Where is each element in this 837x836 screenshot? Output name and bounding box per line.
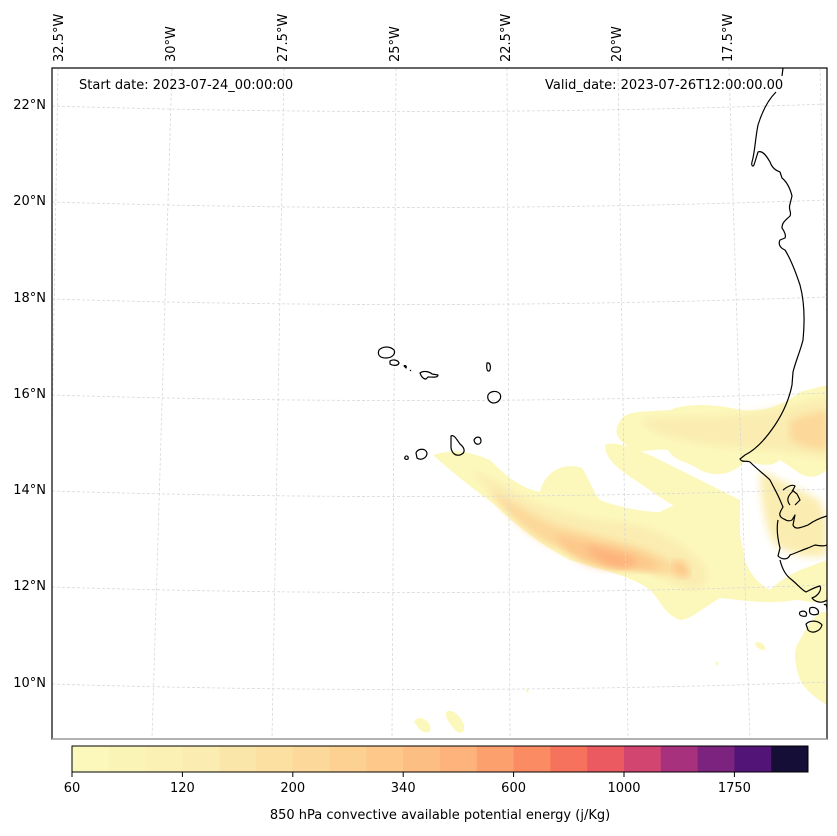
island-fogo — [415, 448, 428, 460]
colorbar-bin — [550, 746, 588, 772]
colorbar-bin — [72, 746, 110, 772]
colorbar-label: 850 hPa convective available potential e… — [269, 808, 611, 823]
meridian-gridline — [617, 68, 629, 739]
colorbar-bin — [440, 746, 478, 772]
longitude-label: 17.5°W — [721, 13, 736, 62]
colorbar-tick-label: 340 — [390, 781, 416, 796]
island-sal — [486, 362, 491, 372]
parallel-gridline — [52, 584, 827, 593]
colorbar-tick-label: 1000 — [607, 781, 641, 796]
latitude-label: 22°N — [13, 98, 46, 113]
colorbar-bin — [292, 746, 331, 772]
latitude-label: 10°N — [13, 676, 46, 691]
cape-contour-340 — [673, 559, 690, 578]
island-santo-antao — [377, 346, 396, 359]
meridian-gridline — [819, 68, 827, 344]
coastline-gambia — [776, 484, 827, 560]
parallel-gridline — [52, 488, 827, 497]
colorbar-tick-label: 600 — [501, 781, 527, 796]
gridlines — [52, 68, 827, 739]
longitude-label: 30°W — [164, 26, 179, 62]
coastline-mauritania-senegal — [739, 68, 827, 529]
colorbar-bin — [329, 746, 367, 772]
latitude-label: 20°N — [13, 194, 46, 209]
colorbar-bin — [108, 746, 147, 772]
longitude-label: 32.5°W — [52, 13, 67, 62]
coastline-guinea-bissau — [779, 559, 827, 633]
colorbar-bin — [366, 746, 404, 772]
island-santa-luzia — [403, 365, 407, 369]
latitude-label: 12°N — [13, 579, 46, 594]
meridian-gridline — [506, 68, 511, 739]
longitude-label: 25°W — [388, 26, 403, 62]
parallel-gridline — [52, 199, 827, 208]
cape-contour-60 — [445, 710, 465, 733]
colorbar-bin — [403, 746, 441, 772]
meridian-gridline — [728, 68, 751, 739]
colorbar-bin — [219, 746, 257, 772]
island-santiago — [450, 435, 465, 456]
colorbar — [71, 745, 809, 777]
cape-contour-60 — [605, 443, 740, 540]
colorbar-bin — [734, 746, 772, 772]
colorbar-bin — [697, 746, 735, 772]
colorbar-bin — [256, 746, 294, 772]
colorbar-tick-label: 1750 — [717, 781, 751, 796]
island-small — [409, 369, 412, 372]
colorbar-bin — [513, 746, 551, 772]
parallel-gridline — [52, 392, 827, 401]
coastline-dakar — [791, 489, 801, 506]
cape-contour-60 — [715, 661, 719, 666]
longitude-label: 27.5°W — [276, 13, 291, 62]
colorbar-bin — [476, 746, 515, 772]
cape-field — [414, 385, 827, 733]
cape-contour-440 — [585, 545, 636, 568]
colorbar-bin — [624, 746, 662, 772]
parallel-gridline — [52, 296, 827, 305]
latitude-label: 14°N — [13, 483, 46, 498]
cape-contour-60 — [414, 718, 431, 733]
meridian-gridline — [151, 68, 173, 739]
island-sao-vicente — [389, 359, 400, 366]
cape-contours — [414, 385, 827, 733]
start-date-annotation: Start date: 2023-07-24_00:00:00 — [79, 78, 294, 93]
colorbar-bin — [660, 746, 699, 772]
coastlines — [377, 68, 827, 633]
cape-contour-60 — [525, 689, 529, 693]
longitude-label: 22.5°W — [499, 13, 514, 62]
colorbar-bin — [771, 746, 809, 772]
meridian-gridline — [271, 68, 285, 739]
island-brava — [404, 455, 409, 460]
map-frame — [51, 67, 828, 740]
cape-contour-60 — [755, 642, 766, 650]
latitude-label: 16°N — [13, 387, 46, 402]
colorbar-bin — [587, 746, 625, 772]
valid-date-annotation: Valid_date: 2023-07-26T12:00:00.00 — [545, 78, 784, 93]
cape-contour-200 — [790, 410, 827, 450]
colorbar-tick-label: 120 — [169, 781, 195, 796]
colorbar-bin — [182, 746, 220, 772]
cape-contour-120 — [640, 395, 827, 460]
colorbar-tick-label: 200 — [280, 781, 306, 796]
parallel-gridline — [52, 681, 827, 690]
cape-contour-120 — [760, 470, 827, 557]
colorbar-frame — [71, 745, 809, 773]
colorbar-tick-label: 60 — [63, 781, 81, 796]
island-sao-nicolau — [419, 370, 439, 380]
parallel-gridline — [52, 103, 827, 112]
island-maio — [473, 436, 482, 445]
island-boa-vista — [487, 390, 502, 404]
latitude-label: 18°N — [13, 291, 46, 306]
meridian-gridline — [391, 68, 397, 739]
longitude-label: 20°W — [610, 26, 625, 62]
cape-contour-60 — [795, 611, 827, 705]
colorbar-bin — [145, 746, 183, 772]
